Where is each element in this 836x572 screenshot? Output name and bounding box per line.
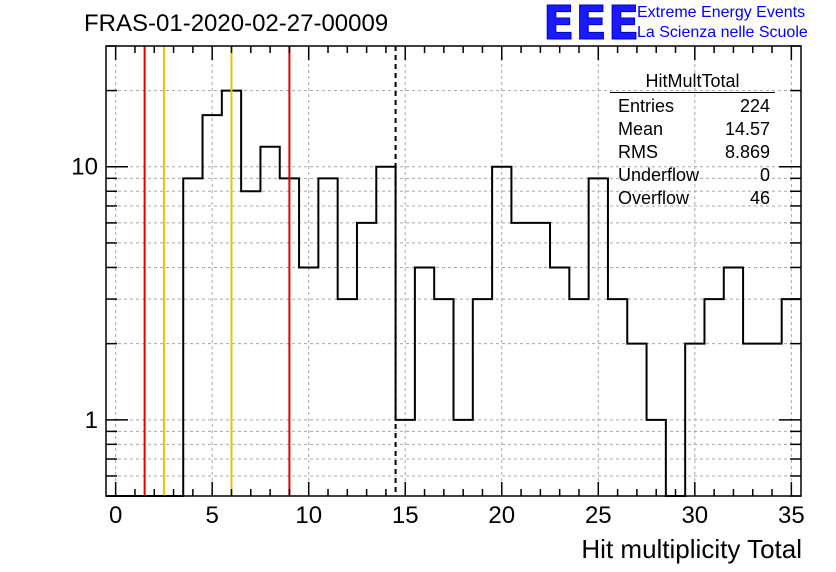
x-tick-label: 20 bbox=[488, 502, 515, 529]
x-tick-label: 25 bbox=[585, 502, 612, 529]
stats-value: 8.869 bbox=[724, 142, 770, 162]
stats-label: Underflow bbox=[618, 165, 700, 185]
stats-box: HitMultTotal Entries 224 Mean 14.57 RMS … bbox=[610, 70, 775, 210]
stats-label: RMS bbox=[618, 142, 658, 162]
x-tick-label: 15 bbox=[392, 502, 419, 529]
stats-value: 46 bbox=[749, 188, 770, 208]
stats-row-rms: RMS 8.869 bbox=[610, 141, 775, 164]
stats-row-underflow: Underflow 0 bbox=[610, 164, 775, 187]
x-tick-label: 10 bbox=[295, 502, 322, 529]
stats-row-mean: Mean 14.57 bbox=[610, 118, 775, 141]
plot-title: FRAS-01-2020-02-27-00009 bbox=[84, 10, 389, 37]
stats-title: HitMultTotal bbox=[610, 70, 775, 93]
logo-line-2: La Scienza nelle Scuole bbox=[637, 24, 808, 41]
stats-label: Overflow bbox=[618, 188, 690, 208]
x-tick-label: 30 bbox=[681, 502, 708, 529]
stats-value: 14.57 bbox=[724, 119, 770, 139]
stats-value: 224 bbox=[739, 96, 770, 116]
logo-line-1: Extreme Energy Events bbox=[637, 4, 806, 21]
x-axis-title: Hit multiplicity Total bbox=[581, 534, 802, 564]
eee-logo: EEE bbox=[542, 0, 641, 50]
x-tick-label: 5 bbox=[206, 502, 219, 529]
x-tick-label: 0 bbox=[109, 502, 122, 529]
stats-value: 0 bbox=[759, 165, 770, 185]
stats-row-entries: Entries 224 bbox=[610, 95, 775, 118]
plot-frame bbox=[105, 45, 802, 497]
stats-label: Entries bbox=[618, 96, 675, 116]
y-tick-label: 10 bbox=[71, 154, 98, 181]
x-tick-label: 35 bbox=[778, 502, 805, 529]
y-tick-label: 1 bbox=[85, 407, 98, 434]
stats-row-overflow: Overflow 46 bbox=[610, 187, 775, 210]
stats-label: Mean bbox=[618, 119, 664, 139]
